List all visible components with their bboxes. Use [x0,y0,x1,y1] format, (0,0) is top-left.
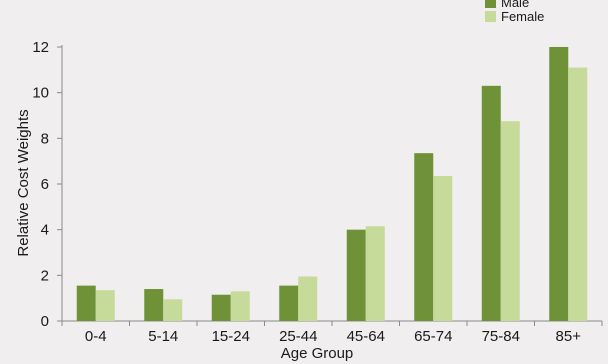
bar-male-45-64 [346,229,366,321]
bar-female-0-4 [95,290,115,321]
y-tick-label: 10 [32,85,49,102]
legend-swatch-male [485,0,496,8]
x-tick-label: 15-24 [212,328,250,345]
x-tick-label: 0-4 [85,328,107,345]
bar-male-65-74 [414,153,434,321]
bar-female-15-24 [230,291,250,321]
x-tick-label: 75-84 [482,328,520,345]
y-axis: 0 2 4 6 8 10 12 [32,39,63,330]
x-axis-title: Age Group [281,345,354,362]
bar-male-0-4 [76,285,96,321]
bar-female-85+ [568,67,588,321]
bar-female-65-74 [433,176,453,321]
y-tick-label: 0 [41,313,49,330]
legend-label-male: Male [501,0,529,10]
x-tick-label: 65-74 [414,328,452,345]
bar-male-75-84 [481,85,501,321]
x-tick-label: 25-44 [279,328,317,345]
bar-female-25-44 [298,276,318,321]
x-tick-label: 85+ [556,328,582,345]
y-tick-label: 2 [41,267,49,284]
bar-male-5-14 [144,289,164,321]
bar-male-15-24 [211,294,231,321]
bar-male-25-44 [279,285,299,321]
y-tick-label: 12 [32,39,49,56]
legend-label-female: Female [501,9,544,24]
bar-female-75-84 [500,121,520,321]
bar-female-5-14 [163,299,183,321]
y-tick-label: 8 [41,130,49,147]
legend-swatch-female [485,11,496,22]
x-tick-label: 45-64 [347,328,385,345]
bars [76,47,588,321]
x-tick-label: 5-14 [148,328,178,345]
y-tick-label: 6 [41,176,49,193]
y-tick-label: 4 [41,222,49,239]
bar-female-45-64 [365,226,385,321]
bar-male-85+ [549,47,569,321]
y-axis-title: Relative Cost Weights [15,109,32,256]
x-axis: 0-4 5-14 15-24 25-44 45-64 65-74 75-84 85+ [61,320,603,345]
